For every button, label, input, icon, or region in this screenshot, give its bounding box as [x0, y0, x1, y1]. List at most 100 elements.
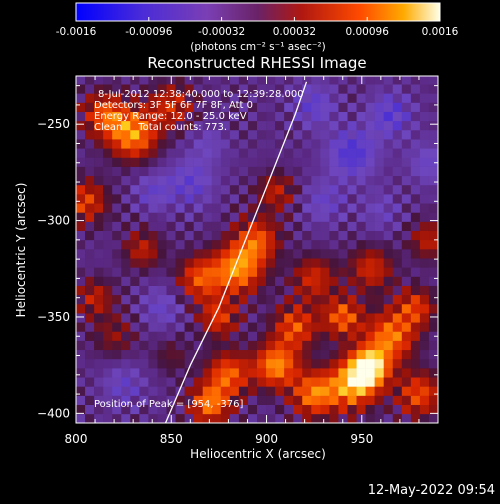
heatmap-cell: [419, 203, 430, 213]
heatmap-cell: [139, 184, 149, 195]
heatmap-cell: [374, 129, 384, 140]
y-tick-label: −250: [37, 117, 70, 131]
heatmap-cell: [103, 303, 113, 314]
heatmap-cell: [401, 221, 412, 232]
heatmap-cell: [311, 120, 321, 131]
heatmap-cell: [247, 349, 258, 360]
heatmap-cell: [211, 148, 222, 158]
heatmap-cell: [193, 368, 203, 378]
heatmap-cell: [284, 230, 294, 241]
heatmap-cell: [365, 276, 375, 286]
heatmap-cell: [383, 120, 394, 131]
heatmap-cell: [347, 76, 357, 85]
heatmap-cell: [166, 157, 176, 167]
heatmap-cell: [166, 313, 176, 323]
heatmap-cell: [266, 377, 276, 387]
heatmap-cell: [76, 212, 86, 222]
heatmap-cell: [247, 258, 258, 268]
heatmap-cell: [76, 377, 86, 387]
heatmap-cell: [383, 294, 394, 305]
heatmap-cell: [85, 175, 95, 186]
heatmap-cell: [94, 93, 104, 103]
heatmap-cell: [211, 413, 222, 423]
heatmap-cell: [356, 340, 366, 351]
heatmap-cell: [302, 157, 312, 167]
heatmap-cell: [220, 157, 231, 167]
heatmap-cell: [130, 404, 140, 415]
heatmap-cell: [347, 148, 357, 158]
heatmap-cell: [428, 303, 438, 314]
heatmap-cell: [166, 377, 176, 387]
heatmap-cell: [184, 395, 194, 405]
heatmap-cell: [365, 120, 375, 131]
heatmap-cell: [410, 111, 421, 122]
heatmap-cell: [76, 157, 86, 167]
heatmap-cell: [112, 368, 122, 378]
heatmap-cell: [392, 331, 403, 341]
heatmap-cell: [410, 349, 421, 360]
heatmap-cell: [193, 249, 203, 259]
heatmap-cell: [148, 349, 158, 360]
heatmap-cell: [148, 368, 158, 378]
heatmap-cell: [193, 175, 203, 186]
heatmap-cell: [401, 404, 412, 415]
heatmap-cell: [257, 340, 267, 351]
heatmap-cell: [184, 294, 194, 305]
heatmap-cell: [266, 404, 276, 415]
heatmap-cell: [401, 157, 412, 167]
heatmap-cell: [193, 404, 203, 415]
heatmap-cell: [383, 84, 394, 94]
heatmap-cell: [211, 377, 222, 387]
heatmap-cell: [121, 294, 131, 305]
heatmap-cell: [410, 386, 421, 396]
heatmap-cell: [428, 368, 438, 378]
heatmap-cell: [238, 221, 249, 232]
heatmap-cell: [202, 120, 213, 131]
heatmap-cell: [220, 303, 231, 314]
heatmap-cell: [103, 358, 113, 369]
heatmap-cell: [329, 368, 339, 378]
heatmap-cell: [148, 184, 158, 195]
heatmap-cell: [374, 386, 384, 396]
heatmap-cell: [419, 404, 430, 415]
heatmap-cell: [76, 111, 86, 122]
heatmap-cell: [211, 194, 222, 204]
heatmap-cell: [202, 276, 213, 286]
heatmap-cell: [275, 294, 285, 305]
heatmap-cell: [383, 276, 394, 286]
heatmap-cell: [130, 102, 140, 112]
heatmap-cell: [257, 148, 267, 158]
heatmap-cell: [293, 368, 303, 378]
heatmap-cell: [374, 313, 384, 323]
heatmap-cell: [166, 267, 176, 277]
heatmap-cell: [112, 313, 122, 323]
heatmap-cell: [229, 285, 240, 296]
heatmap-cell: [275, 285, 285, 296]
heatmap-cell: [211, 395, 222, 405]
heatmap-cell: [293, 139, 303, 149]
heatmap-cell: [428, 276, 438, 286]
heatmap-cell: [139, 139, 149, 149]
heatmap-cell: [112, 358, 122, 369]
heatmap-cell: [202, 303, 213, 314]
heatmap-cell: [247, 76, 258, 85]
heatmap-cell: [275, 111, 285, 122]
heatmap-cell: [103, 212, 113, 222]
heatmap-cell: [184, 276, 194, 286]
heatmap-cell: [193, 294, 203, 305]
heatmap-cell: [356, 276, 366, 286]
heatmap-cell: [148, 358, 158, 369]
heatmap-cell: [284, 377, 294, 387]
heatmap-cell: [320, 322, 330, 332]
heatmap-cell: [338, 93, 348, 103]
heatmap-cell: [257, 166, 267, 177]
colorbar-tick-label: -0.0016: [56, 26, 97, 38]
heatmap-cell: [238, 258, 249, 268]
heatmap-cell: [211, 276, 222, 286]
heatmap-cell: [320, 239, 330, 250]
heatmap-cell: [347, 221, 357, 232]
heatmap-cell: [220, 313, 231, 323]
heatmap-cell: [302, 120, 312, 131]
heatmap-cell: [383, 76, 394, 85]
heatmap-cell: [365, 239, 375, 250]
